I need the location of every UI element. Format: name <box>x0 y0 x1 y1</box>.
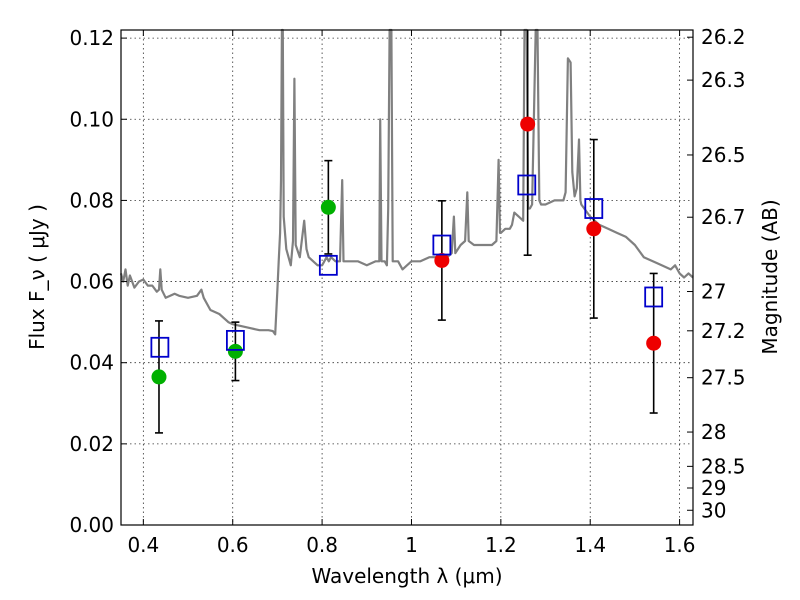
x-axis-label: Wavelength λ (μm) <box>311 564 502 588</box>
errorbar-layer <box>154 30 658 434</box>
x-tick-label: 1.2 <box>485 533 517 557</box>
x-tick-label: 0.4 <box>127 533 159 557</box>
x-tick-label: 1.6 <box>664 533 696 557</box>
y-tick-label: 0.12 <box>69 26 114 50</box>
y-right-tick-label: 27.5 <box>701 366 746 390</box>
y-tick-label: 0.06 <box>69 270 114 294</box>
model-band-box <box>225 329 245 351</box>
observed-point <box>646 335 662 351</box>
y-right-tick-label: 27 <box>701 280 726 304</box>
y-right-tick-label: 26.7 <box>701 205 746 229</box>
y-right-tick-label: 26.2 <box>701 25 746 49</box>
y-right-tick-label: 28.5 <box>701 454 746 478</box>
y-tick-label: 0.04 <box>69 351 114 375</box>
x-tick-label: 1 <box>405 533 418 557</box>
model-spectrum-layer <box>119 28 694 336</box>
y-tick-label: 0.00 <box>69 513 114 537</box>
model-spectrum-line <box>119 28 694 336</box>
observed-point <box>434 252 450 268</box>
observed-point <box>227 343 243 359</box>
y-right-axis-label: Magnitude (AB) <box>758 199 782 354</box>
model-band-box <box>584 198 604 219</box>
model-band-box <box>517 174 537 196</box>
model-band-layer <box>150 174 664 358</box>
data-point-layer <box>151 116 662 385</box>
y-tick-label: 0.10 <box>69 107 114 131</box>
y-right-tick-label: 27.2 <box>701 319 746 343</box>
y-right-tick-label: 28 <box>701 420 726 444</box>
model-band-box <box>318 254 338 276</box>
model-band-box <box>432 234 452 256</box>
x-tick-label: 1.4 <box>574 533 606 557</box>
plot-frame <box>120 29 694 526</box>
axis-layer: 0.4 0.6 0.8 1 1.2 1.4 1.6 0.00 0.02 0.04 0.06 0.08 0… <box>69 25 745 557</box>
y-right-tick-label: 30 <box>701 498 726 522</box>
observed-point <box>586 221 602 237</box>
y-axis-label: Flux F_ν ( μJy ) <box>25 204 49 350</box>
y-tick-label: 0.08 <box>69 188 114 212</box>
model-band-box <box>644 286 664 308</box>
observed-point <box>151 369 167 385</box>
grid-layer <box>121 30 693 526</box>
x-tick-label: 0.6 <box>217 533 249 557</box>
observed-point <box>320 199 336 215</box>
observed-point <box>520 116 536 132</box>
y-right-tick-label: 26.3 <box>701 68 746 92</box>
y-right-tick-label: 26.5 <box>701 143 746 167</box>
y-right-tick-label: 29 <box>701 476 726 500</box>
y-tick-label: 0.02 <box>69 432 114 456</box>
x-tick-label: 0.8 <box>306 533 338 557</box>
model-band-box <box>150 336 170 358</box>
